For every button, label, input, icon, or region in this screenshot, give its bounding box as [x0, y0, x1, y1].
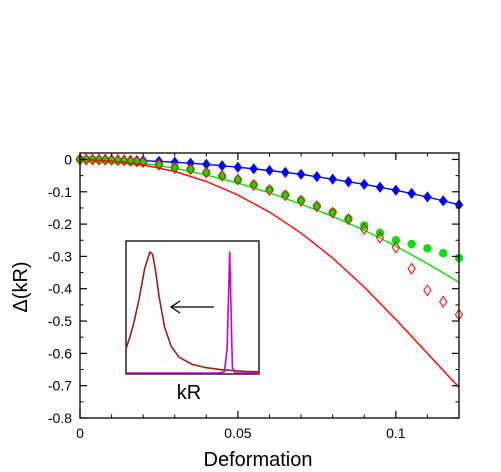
- series-2-point: [439, 248, 448, 258]
- series-5-line: [79, 158, 460, 388]
- series-4-point: [233, 173, 243, 186]
- series-layer: [75, 153, 464, 388]
- series-4-point: [281, 189, 290, 202]
- y-tick-label: -0.2: [48, 216, 72, 232]
- series-4-point: [391, 241, 401, 254]
- series-3-line: [79, 158, 460, 283]
- y-tick-label: -0.3: [48, 248, 72, 264]
- series-1-point: [375, 181, 385, 193]
- series-1-point: [280, 166, 290, 178]
- series-1-point: [423, 191, 432, 203]
- series-4-point: [170, 162, 179, 175]
- series-4-point: [101, 153, 110, 166]
- series-1-point: [391, 184, 401, 196]
- series-4-point: [138, 155, 148, 168]
- series-4-point: [88, 153, 97, 166]
- inset-series-layer: [125, 251, 260, 374]
- series-4-point: [360, 222, 369, 236]
- series-4-point: [423, 284, 432, 297]
- series-1-point: [217, 160, 227, 172]
- inset-series-0-line: [125, 251, 260, 373]
- series-1-point: [202, 158, 211, 170]
- y-tick-label: -0.7: [48, 378, 72, 394]
- series-4-point: [439, 295, 448, 308]
- series-4-point: [296, 194, 306, 207]
- series-4-point: [120, 154, 129, 167]
- x-tick-label: 0.05: [224, 425, 251, 441]
- series-4-point: [132, 155, 142, 168]
- series-2-point: [391, 236, 401, 245]
- x-tick-label: 0.1: [386, 425, 406, 441]
- series-1-point: [438, 195, 448, 207]
- series-4-point: [312, 200, 322, 213]
- series-4-point: [94, 153, 104, 166]
- y-tick-label: -0.5: [48, 313, 72, 329]
- series-4-point: [217, 169, 227, 182]
- series-1-point: [265, 164, 274, 177]
- series-4-point: [82, 153, 91, 166]
- series-1-point: [407, 187, 416, 199]
- inset-arrow: [169, 300, 214, 314]
- series-4-point: [186, 163, 195, 176]
- inset-series-1-line: [126, 251, 259, 374]
- y-tick-label: -0.1: [48, 184, 72, 200]
- series-4-point: [154, 158, 164, 171]
- y-tick-label: 0: [64, 151, 72, 167]
- series-4-point: [328, 206, 337, 219]
- series-1-point: [296, 168, 306, 180]
- series-4-point: [344, 213, 353, 226]
- series-1-point: [312, 170, 322, 183]
- inset-x-axis-title: kR: [177, 382, 201, 404]
- series-1-point: [344, 176, 353, 188]
- inset-chart: kR: [125, 240, 260, 404]
- y-tick-label: -0.6: [48, 345, 72, 361]
- series-4-point: [113, 153, 123, 167]
- series-1-point: [233, 161, 243, 173]
- series-4-point: [107, 153, 116, 166]
- y-tick-label: -0.4: [48, 281, 72, 297]
- y-tick-label: -0.8: [48, 410, 72, 426]
- series-2-point: [423, 244, 432, 253]
- series-1-point: [328, 173, 337, 185]
- x-tick-label: 0: [76, 425, 84, 441]
- series-1-point: [249, 163, 259, 175]
- series-4-point: [407, 262, 416, 275]
- series-4-point: [202, 166, 211, 179]
- y-axis-title: Δ(kR): [10, 261, 32, 312]
- series-4-point: [126, 154, 135, 167]
- x-axis-title: Deformation: [204, 449, 313, 471]
- series-4-point: [249, 178, 258, 192]
- series-4-point: [265, 184, 274, 197]
- y-axis: 0 -0.1 -0.2 -0.3 -0.4 -0.5 -0.6 -0.7 -0.8: [48, 151, 459, 426]
- series-2-point: [407, 239, 416, 249]
- x-axis: 0 0.05 0.1: [76, 153, 428, 441]
- series-1-point: [359, 178, 369, 190]
- series-4-point: [375, 231, 385, 244]
